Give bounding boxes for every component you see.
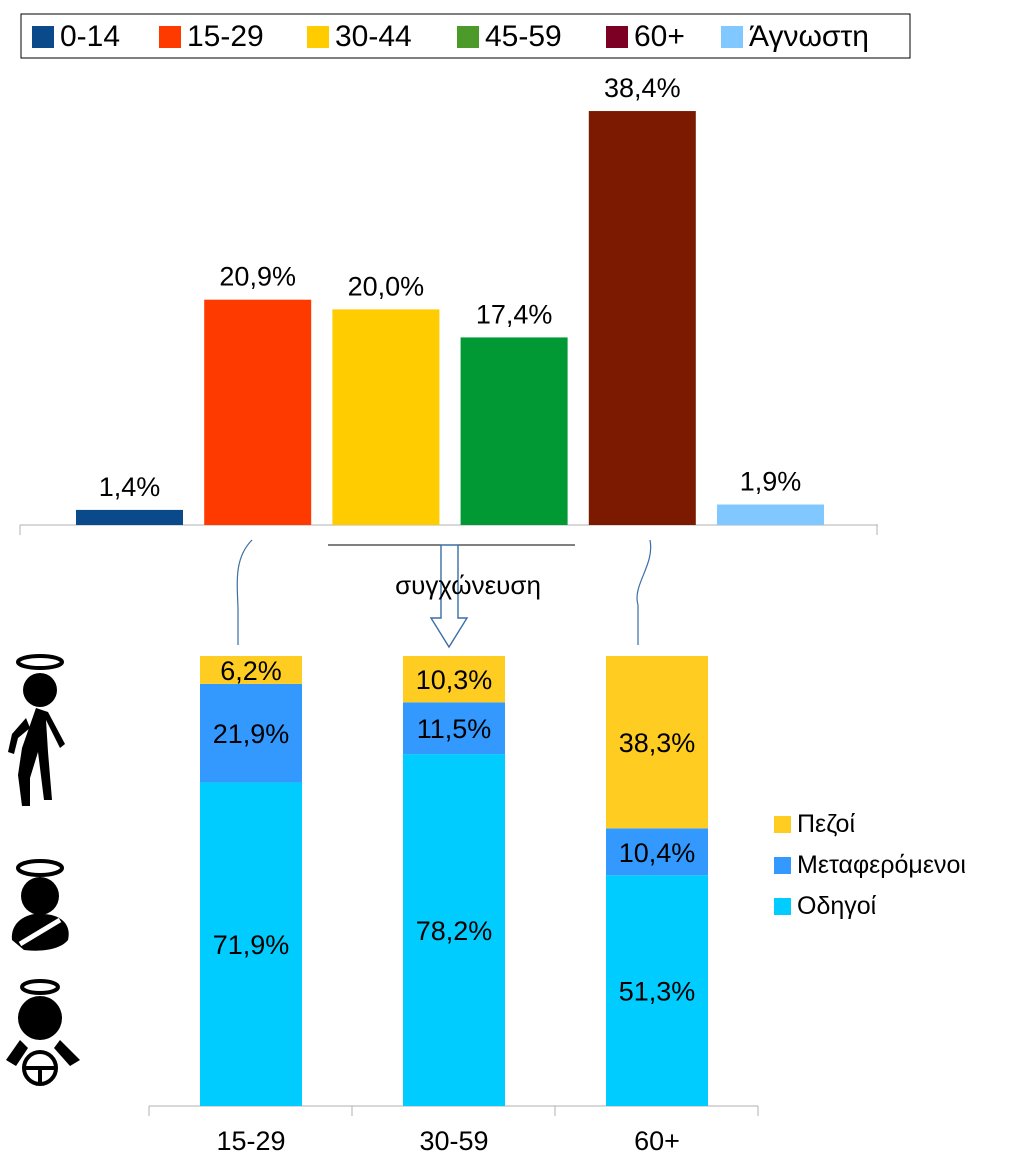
bar [204,299,312,525]
legend-label: 60+ [634,20,685,53]
legend-label: Άγνωστη [749,20,869,53]
data-label: 17,4% [476,299,553,329]
legend-label: Μεταφερόμενοι [797,851,966,879]
data-label: 71,9% [213,930,290,960]
legend-swatch [307,26,329,48]
top-legend: 0-14 15-29 30-44 45-59 60+ Άγνωστη [20,13,911,59]
data-label: 1,9% [740,467,802,497]
bar [588,111,696,525]
pedestrian-icon [8,654,65,806]
data-label: 1,4% [99,472,161,502]
legend-label: 15-29 [187,20,264,53]
stacked-bar-segment [200,656,302,684]
legend-swatch [774,816,791,833]
legend-swatch [457,26,479,48]
merge-arrow [429,544,469,649]
legend-label: Οδηγοί [797,892,877,920]
data-label: 51,3% [619,977,696,1007]
data-label: 78,2% [416,916,493,946]
stacked-bar-segment [606,656,708,829]
data-label: 6,2% [220,656,282,686]
stacked-bar-segment [403,656,505,703]
legend-label: 30-44 [335,20,412,53]
data-label: 10,4% [619,838,696,868]
passenger-icon [11,859,69,951]
connector-15-29 [236,539,253,645]
connector-60-plus [636,539,652,645]
stacked-bar-segment [200,683,302,783]
legend-label: 0-14 [60,20,120,53]
connectors: συγχώνευση [236,539,652,649]
stacked-bar-segment [606,875,708,1106]
category-label: 60+ [634,1126,680,1155]
data-label: 20,9% [219,262,296,292]
legend-swatch [159,26,181,48]
category-label: 30-59 [419,1126,488,1155]
stacked-bar-segment [606,828,708,876]
bar [332,309,440,525]
bar [717,504,824,525]
driver-icon [6,979,80,1086]
legend-swatch [774,898,791,915]
legend-swatch [606,26,628,48]
legend-swatch [774,857,791,874]
stacked-bar-segment [403,754,505,1106]
legend-swatch [32,26,54,48]
data-label: 38,3% [619,728,696,758]
data-label: 10,3% [416,665,493,695]
road-user-type-chart: 71,9% 21,9% 6,2% 15-29 78,2% 11,5% 10,3% 30-59 5… [148,656,759,1155]
bar [460,337,568,525]
merge-label: συγχώνευση [395,570,541,600]
legend-label: 45-59 [485,20,562,53]
stacked-bar-segment [200,782,302,1106]
data-label: 20,0% [348,271,425,301]
category-label: 15-29 [216,1126,285,1155]
data-label: 38,4% [604,73,681,103]
bottom-legend: Πεζοί Μεταφερόμενοι Οδηγοί [774,810,966,920]
legend-swatch [721,26,743,48]
legend-label: Πεζοί [797,810,855,838]
data-label: 11,5% [417,714,492,744]
data-label: 21,9% [213,719,290,749]
stacked-bar-segment [403,702,505,755]
age-distribution-chart: 1,4% 20,9% 20,0% 17,4% 38,4% 1,9% [19,73,878,535]
bar [76,509,183,525]
